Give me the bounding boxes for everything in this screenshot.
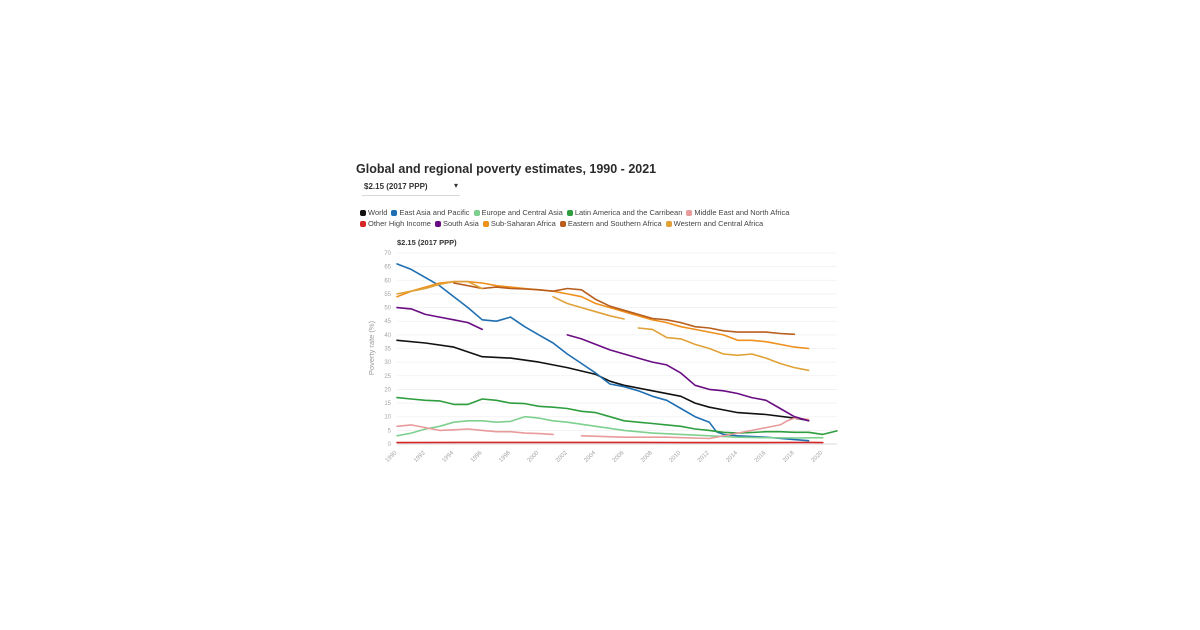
legend-item[interactable]: Sub-Saharan Africa [482,218,556,229]
y-tick-label: 70 [384,251,391,257]
chart-card: Global and regional poverty estimates, 1… [354,158,844,478]
legend-label: Sub-Saharan Africa [490,219,556,228]
x-tick-label: 2012 [697,450,711,464]
chart-subtitle: $2.15 (2017 PPP) [397,238,457,247]
y-tick-label: 60 [384,278,391,284]
y-tick-label: 50 [384,306,391,312]
x-tick-label: 1992 [413,450,427,464]
legend-row: Other High Income South Asia Sub-Saharan A… [360,218,830,229]
legend-label: Middle East and North Africa [694,208,790,217]
series-line-europe-and-central-asia [396,415,824,439]
chevron-down-icon: ▾ [453,181,458,190]
y-tick-label: 45 [384,319,391,325]
series-lines [396,263,838,444]
x-tick-label: 1996 [470,450,484,464]
legend-item[interactable]: Eastern and Southern Africa [559,218,662,229]
legend-label: East Asia and Pacific [399,208,470,217]
legend-swatch [360,220,366,227]
legend-swatch [566,209,573,216]
x-tick-label: 2016 [754,450,768,464]
x-tick-label: 2018 [782,450,796,464]
legend-label: Europe and Central Asia [481,208,563,217]
legend-item[interactable]: East Asia and Pacific [391,207,470,218]
poverty-line-dropdown[interactable]: $2.15 (2017 PPP) ▾ [362,180,460,196]
chart-title: Global and regional poverty estimates, 1… [356,162,657,176]
x-tick-label: 2006 [612,450,626,464]
x-tick-label: 1994 [441,450,455,464]
legend-swatch [473,209,480,216]
series-line-south-asia [566,334,810,422]
x-tick-label: 2002 [555,450,569,464]
legend-swatch [482,220,489,227]
legend-item[interactable]: Europe and Central Asia [473,207,563,218]
x-tick-label: 1998 [498,450,512,464]
y-tick-label: 15 [384,401,391,407]
y-tick-label: 65 [384,265,391,271]
x-tick-label: 2008 [640,450,654,464]
series-line-middle-east-and-north-africa [580,417,810,440]
chart-legend: World East Asia and Pacific Europe and Cen… [360,207,830,229]
legend-item[interactable]: Middle East and North Africa [686,207,789,218]
legend-swatch [434,220,441,227]
legend-swatch [360,209,366,216]
x-tick-label: 2010 [669,450,683,464]
series-line-sub-saharan-africa [396,280,810,350]
legend-item[interactable]: Other High Income [360,218,431,229]
series-line-south-asia [396,306,483,331]
series-line-western-and-central-africa [637,327,810,372]
legend-row: World East Asia and Pacific Europe and Cen… [360,207,830,218]
dropdown-selected-value: $2.15 (2017 PPP) [364,182,428,191]
legend-label: Latin America and the Carribean [574,208,683,217]
series-line-western-and-central-africa [552,295,625,320]
legend-item[interactable]: Latin America and the Carribean [566,207,683,218]
x-tick-label: 2000 [527,450,541,464]
x-tick-label: 1990 [385,450,399,464]
y-axis: 0 5 10 15 20 25 30 35 40 45 50 55 60 65 70 [384,251,391,448]
legend-swatch [686,209,693,216]
y-tick-label: 10 [384,415,391,421]
y-tick-label: 0 [388,442,392,448]
legend-label: World [368,208,388,217]
legend-label: Other High Income [368,219,431,228]
x-tick-label: 2020 [811,450,825,464]
x-tick-label: 2014 [725,450,739,464]
legend-swatch [391,209,398,216]
legend-label: Western and Central Africa [673,219,764,228]
series-line-world [396,339,810,422]
series-line-latin-america-and-the-carribean [396,396,838,436]
y-axis-label: Poverty rate (%) [367,320,376,375]
y-tick-label: 30 [384,360,391,366]
legend-swatch [665,220,672,227]
legend-item[interactable]: South Asia [434,218,479,229]
series-line-east-asia-and-pacific [396,263,810,442]
y-tick-label: 5 [388,428,392,434]
y-tick-label: 40 [384,333,391,339]
y-tick-label: 55 [384,292,391,298]
legend-label: Eastern and Southern Africa [567,219,662,228]
series-line-western-and-central-africa [396,280,483,295]
y-tick-label: 20 [384,387,391,393]
legend-item[interactable]: World [360,207,387,218]
series-line-middle-east-and-north-africa [396,424,554,436]
y-tick-label: 35 [384,347,391,353]
legend-item[interactable]: Western and Central Africa [665,218,764,229]
x-tick-label: 2004 [583,450,597,464]
series-line-eastern-and-southern-africa [453,282,796,336]
legend-label: South Asia [442,219,479,228]
legend-swatch [559,220,566,227]
y-tick-label: 25 [384,374,391,380]
x-axis: 1990 1992 1994 1996 1998 2000 2002 2004 2006 2008… [385,443,837,464]
